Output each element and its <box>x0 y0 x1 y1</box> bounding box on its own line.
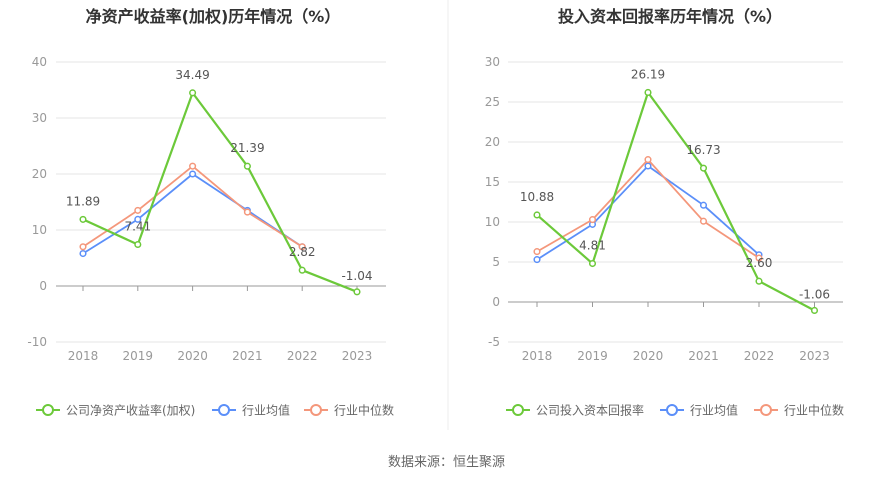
data-label: 26.19 <box>631 67 665 81</box>
data-label: 2.82 <box>289 245 316 259</box>
data-point <box>189 170 197 178</box>
x-tick-label: 2021 <box>232 349 263 363</box>
legend-label: 公司投入资本回报率 <box>536 403 644 418</box>
series-line <box>82 173 303 255</box>
x-tick-label: 2021 <box>688 349 719 363</box>
y-tick-label: 5 <box>492 255 500 269</box>
data-point <box>644 162 652 170</box>
y-tick-label: 30 <box>485 55 500 69</box>
legend-label: 公司净资产收益率(加权) <box>66 403 195 418</box>
data-point <box>298 243 306 251</box>
y-tick-label: 0 <box>492 295 500 309</box>
y-tick-label: 20 <box>485 135 500 149</box>
data-label: 21.39 <box>230 141 264 155</box>
data-point <box>644 88 652 97</box>
data-label: 7.41 <box>124 220 151 234</box>
series-line <box>536 91 816 312</box>
data-point <box>533 211 541 219</box>
data-point <box>79 243 87 251</box>
chart-title: 投入资本回报率历年情况（%） <box>558 7 782 26</box>
data-label: -1.04 <box>341 269 372 283</box>
data-point <box>699 164 708 172</box>
y-tick-label: 0 <box>39 279 47 293</box>
x-tick-label: 2019 <box>577 349 608 363</box>
y-tick-label: 30 <box>32 111 47 125</box>
x-tick-label: 2023 <box>342 349 373 363</box>
legend-swatch-marker <box>666 404 678 416</box>
data-label: 34.49 <box>175 68 209 82</box>
data-label: -1.06 <box>799 287 830 301</box>
data-point <box>533 248 541 256</box>
data-label: 11.89 <box>66 194 100 208</box>
y-tick-label: 20 <box>32 167 47 181</box>
data-point <box>755 277 763 285</box>
data-point <box>134 240 142 249</box>
chart-title: 净资产收益率(加权)历年情况（%） <box>86 7 341 26</box>
data-label: 4.81 <box>579 239 606 253</box>
roe-chart: 净资产收益率(加权)历年情况（%） -10 0 10 20 30 40 2018 2019 202… <box>27 7 394 418</box>
data-point <box>189 89 197 97</box>
legend-swatch-marker <box>310 404 322 416</box>
data-point <box>588 259 597 268</box>
legend-swatch-marker <box>760 404 772 416</box>
data-point <box>79 249 87 258</box>
x-tick-label: 2019 <box>123 349 154 363</box>
y-tick-label: 15 <box>485 175 500 189</box>
data-point <box>134 206 142 214</box>
data-label: 10.88 <box>520 190 554 204</box>
legend-swatch-marker <box>512 404 524 416</box>
x-tick-label: 2022 <box>287 349 318 363</box>
data-point <box>755 254 763 262</box>
data-point <box>243 162 251 170</box>
data-label: 16.73 <box>686 143 720 157</box>
legend-label: 行业中位数 <box>784 403 844 418</box>
y-tick-label: 25 <box>485 95 500 109</box>
y-tick-label: -10 <box>27 335 47 349</box>
legend-swatch-marker <box>218 404 230 416</box>
roic-chart: 投入资本回报率历年情况（%） -5 0 5 10 15 20 25 30 2018 2019 2020… <box>485 7 844 418</box>
legend-label: 行业均值 <box>690 403 738 418</box>
data-point <box>644 156 652 164</box>
data-point <box>189 162 197 170</box>
data-point <box>699 201 708 209</box>
data-point <box>533 256 541 264</box>
x-tick-label: 2018 <box>522 349 553 363</box>
data-label: 2.60 <box>746 256 773 270</box>
legend-label: 行业均值 <box>242 403 290 418</box>
data-source-note: 数据来源：恒生聚源 <box>388 455 505 470</box>
data-point <box>243 208 251 216</box>
data-point <box>79 215 87 223</box>
legend-swatch-marker <box>42 404 54 416</box>
data-point <box>588 216 597 224</box>
y-tick-label: 40 <box>32 55 47 69</box>
legend-label: 行业中位数 <box>334 403 394 418</box>
x-tick-label: 2023 <box>799 349 830 363</box>
x-tick-label: 2020 <box>633 349 664 363</box>
y-tick-label: -5 <box>488 335 500 349</box>
y-tick-label: 10 <box>32 223 47 237</box>
series-line <box>82 91 358 293</box>
data-point <box>810 306 819 315</box>
x-tick-label: 2018 <box>68 349 99 363</box>
data-point <box>298 266 306 274</box>
data-point <box>699 217 708 225</box>
x-tick-label: 2022 <box>744 349 775 363</box>
data-point <box>134 215 142 223</box>
data-point <box>353 288 361 296</box>
y-tick-label: 10 <box>485 215 500 229</box>
x-tick-label: 2020 <box>177 349 208 363</box>
